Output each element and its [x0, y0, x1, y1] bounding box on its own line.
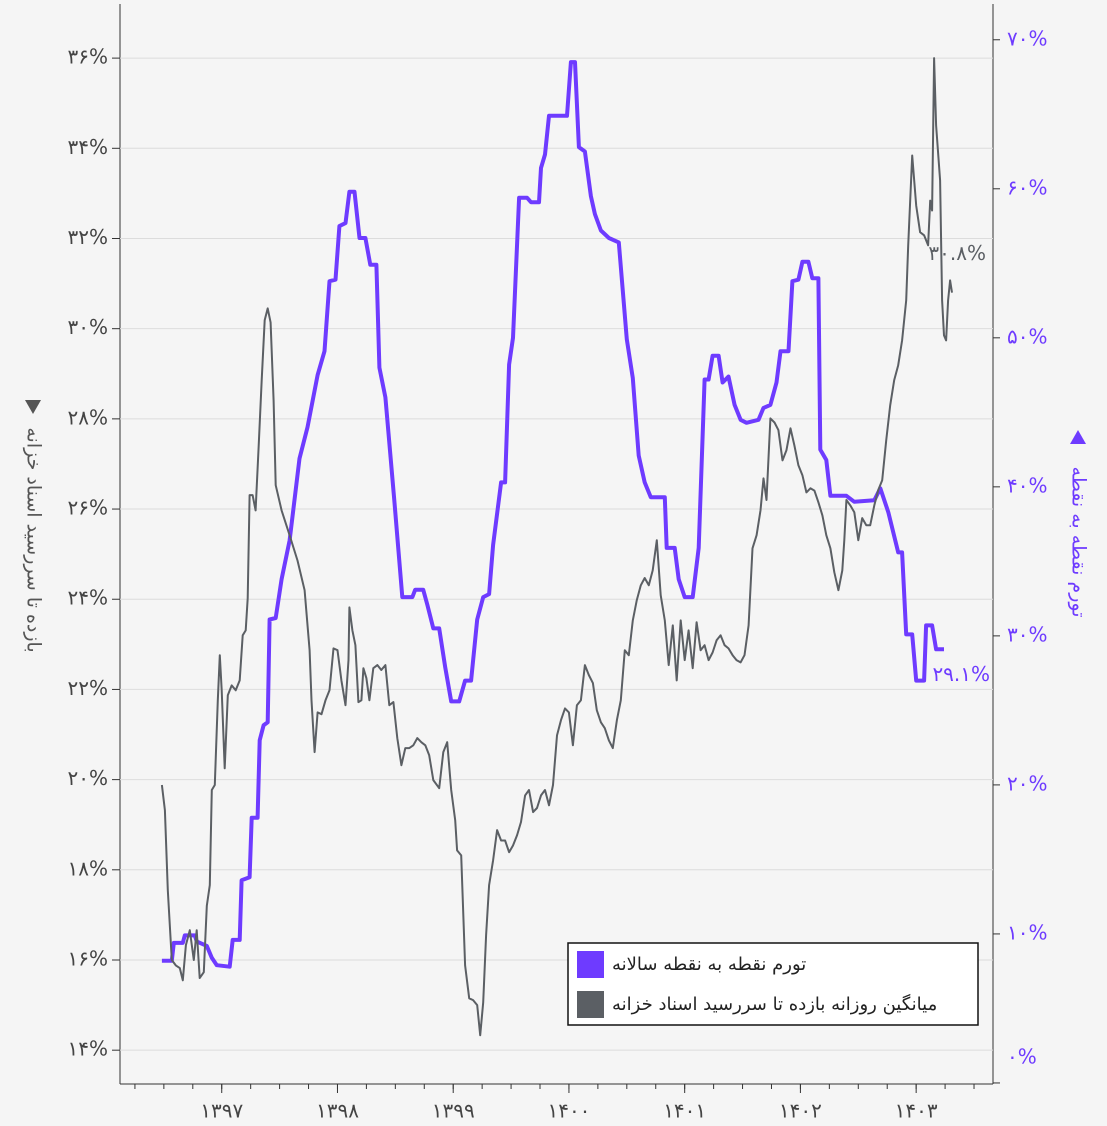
y-tick-label: ۲۶% — [68, 496, 109, 520]
x-tick-label: ۱۴۰۲ — [779, 1099, 822, 1123]
y-tick-label: ۲۰% — [68, 766, 109, 790]
y-axis-marker — [25, 400, 41, 414]
y-tick-label: ۳۰% — [68, 315, 109, 339]
legend-swatch — [577, 951, 604, 978]
x-tick-label: ۱۴۰۱ — [663, 1099, 706, 1123]
y2-tick-label: ۷۰% — [1007, 26, 1048, 50]
legend-box — [567, 942, 979, 1026]
y2-tick-label: ۶۰% — [1007, 175, 1048, 199]
legend-swatch — [577, 991, 604, 1018]
y-tick-label: ۱۶% — [68, 946, 109, 970]
y-tick-label: ۳۶% — [68, 45, 109, 69]
y2-axis-label: تورم نقطه به نقطه — [1068, 467, 1090, 618]
legend: تورم نقطه به نقطه سالانه میانگین روزانه ب… — [567, 942, 979, 1026]
y-tick-label: ۲۲% — [68, 676, 109, 700]
y2-tick-label: ۰% — [1007, 1045, 1037, 1069]
end-label: ۲۹.۱% — [932, 662, 990, 686]
series-line — [161, 60, 944, 969]
y2-tick-label: ۲۰% — [1007, 771, 1048, 795]
y-tick-label: ۳۴% — [68, 135, 109, 159]
series-line — [160, 57, 953, 1037]
y-tick-label: ۳۲% — [68, 225, 109, 249]
x-tick-label: ۱۳۹۷ — [200, 1099, 243, 1123]
y2-tick-label: ۴۰% — [1007, 473, 1048, 497]
x-tick-label: ۱۴۰۳ — [895, 1099, 938, 1123]
y-tick-label: ۲۴% — [68, 586, 109, 610]
legend-label: تورم نقطه به نقطه سالانه — [612, 954, 806, 975]
plot: ۲۹.۱% ۳۰.۸% — [160, 57, 990, 1037]
y-tick-label: ۲۸% — [68, 405, 109, 429]
end-label: ۳۰.۸% — [928, 241, 986, 265]
y2-tick-label: ۳۰% — [1007, 622, 1048, 646]
x-tick-label: ۱۳۹۸ — [316, 1099, 359, 1123]
legend-label: میانگین روزانه بازده تا سررسید اسناد خزا… — [612, 993, 937, 1015]
y-axis-label: بازده تا سررسید اسناد خزانه — [23, 427, 45, 652]
x-tick-label: ۱۴۰۰ — [547, 1099, 590, 1123]
x-tick-label: ۱۳۹۹ — [432, 1099, 475, 1123]
y2-tick-label: ۵۰% — [1007, 324, 1048, 348]
y2-tick-label: ۱۰% — [1007, 920, 1048, 944]
y-tick-label: ۱۸% — [68, 856, 109, 880]
y2-axis-marker — [1070, 430, 1086, 444]
y-tick-label: ۱۴% — [68, 1037, 109, 1061]
